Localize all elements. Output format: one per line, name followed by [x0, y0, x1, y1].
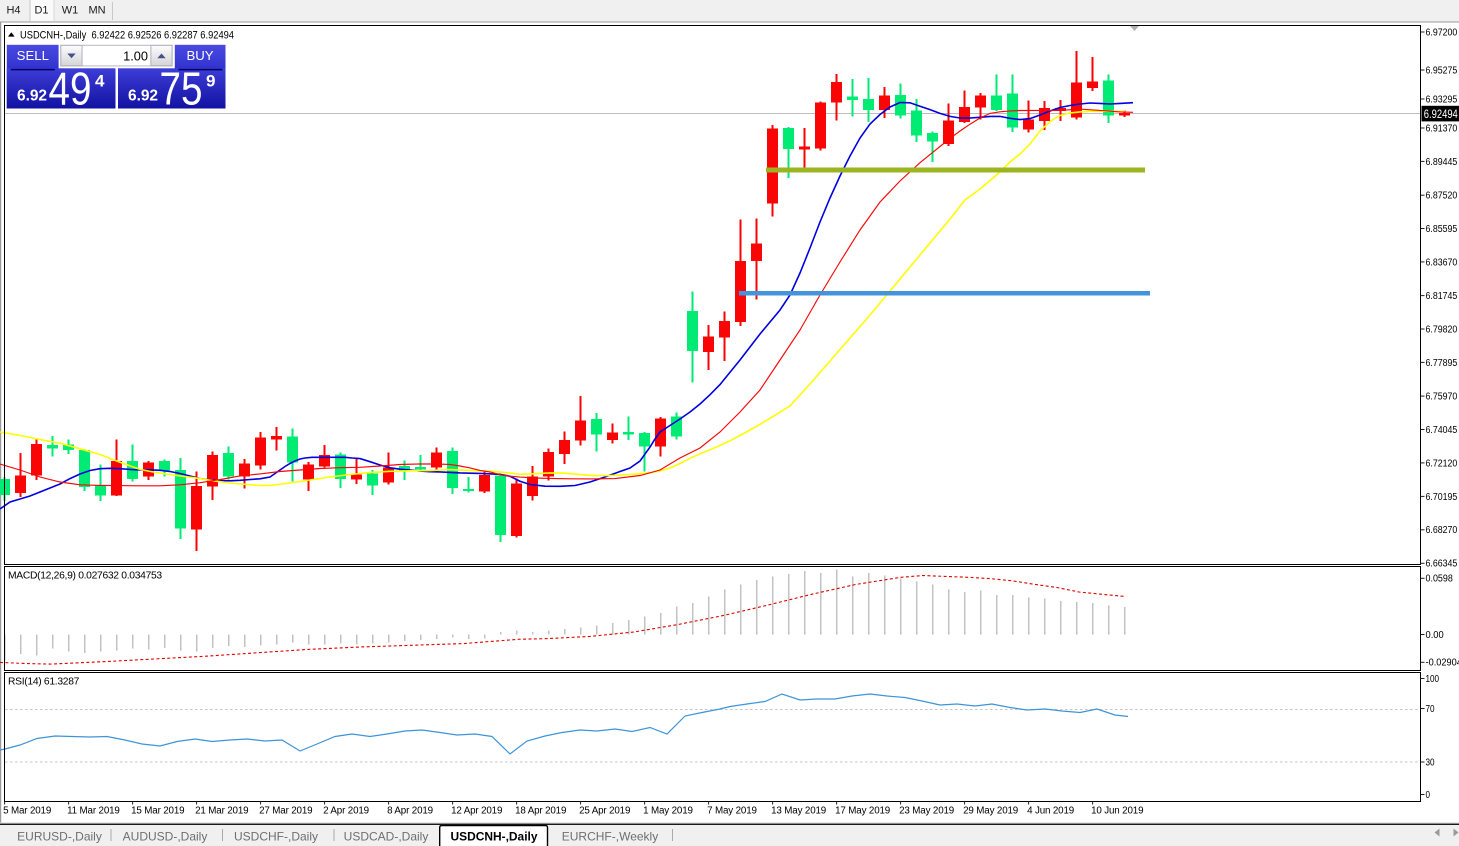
svg-text:6.89445: 6.89445 [1426, 157, 1458, 168]
svg-text:100: 100 [1426, 674, 1440, 685]
svg-text:10 Jun 2019: 10 Jun 2019 [1091, 806, 1143, 817]
svg-text:6.87520: 6.87520 [1426, 191, 1458, 202]
svg-text:1.00: 1.00 [123, 48, 148, 63]
svg-text:6.72120: 6.72120 [1426, 458, 1458, 469]
svg-text:9: 9 [206, 72, 215, 91]
svg-text:29 May 2019: 29 May 2019 [963, 806, 1018, 817]
svg-text:6.85595: 6.85595 [1426, 224, 1458, 235]
svg-text:49: 49 [49, 63, 92, 115]
svg-text:4 Jun 2019: 4 Jun 2019 [1027, 806, 1074, 817]
svg-text:15 Mar 2019: 15 Mar 2019 [131, 806, 184, 817]
svg-text:D1: D1 [34, 5, 48, 17]
svg-text:6.95275: 6.95275 [1426, 65, 1458, 76]
svg-text:1 May 2019: 1 May 2019 [643, 806, 693, 817]
svg-text:6.79820: 6.79820 [1426, 324, 1458, 335]
svg-text:6.68270: 6.68270 [1426, 525, 1458, 536]
svg-text:0.00: 0.00 [1426, 630, 1445, 641]
svg-text:11 Mar 2019: 11 Mar 2019 [67, 806, 120, 817]
svg-text:SELL: SELL [17, 48, 49, 63]
svg-text:RSI(14) 61.3287: RSI(14) 61.3287 [8, 676, 80, 687]
svg-text:2 Apr 2019: 2 Apr 2019 [323, 806, 369, 817]
svg-text:6.66345: 6.66345 [1426, 559, 1458, 570]
svg-text:MN: MN [88, 5, 105, 17]
svg-text:27 Mar 2019: 27 Mar 2019 [259, 806, 312, 817]
svg-text:AUDUSD-,Daily: AUDUSD-,Daily [123, 829, 208, 843]
svg-text:8 Apr 2019: 8 Apr 2019 [387, 806, 433, 817]
svg-text:6.74045: 6.74045 [1426, 425, 1458, 436]
svg-text:0: 0 [1426, 790, 1431, 801]
svg-text:4: 4 [95, 72, 105, 91]
svg-text:USDCHF-,Daily: USDCHF-,Daily [234, 829, 318, 843]
svg-text:6.91370: 6.91370 [1426, 123, 1458, 134]
svg-text:H4: H4 [6, 5, 20, 17]
svg-text:21 Mar 2019: 21 Mar 2019 [195, 806, 248, 817]
svg-text:23 May 2019: 23 May 2019 [899, 806, 954, 817]
svg-text:30: 30 [1426, 757, 1436, 768]
svg-text:6.75970: 6.75970 [1426, 392, 1458, 403]
svg-text:6.70195: 6.70195 [1426, 492, 1458, 503]
svg-text:-0.02904: -0.02904 [1426, 658, 1459, 669]
svg-text:BUY: BUY [186, 48, 213, 63]
svg-text:13 May 2019: 13 May 2019 [771, 806, 826, 817]
svg-text:12 Apr 2019: 12 Apr 2019 [451, 806, 502, 817]
svg-text:6.92494: 6.92494 [1424, 108, 1458, 121]
svg-text:7 May 2019: 7 May 2019 [707, 806, 757, 817]
svg-text:6.93295: 6.93295 [1426, 94, 1458, 105]
svg-text:17 May 2019: 17 May 2019 [835, 806, 890, 817]
svg-text:USDCAD-,Daily: USDCAD-,Daily [344, 829, 429, 843]
svg-text:6.83670: 6.83670 [1426, 257, 1458, 268]
svg-text:5 Mar 2019: 5 Mar 2019 [3, 806, 51, 817]
svg-text:USDCNH-,Daily: USDCNH-,Daily [451, 829, 538, 843]
svg-text:25 Apr 2019: 25 Apr 2019 [579, 806, 630, 817]
svg-text:6.81745: 6.81745 [1426, 291, 1458, 302]
svg-text:6.77895: 6.77895 [1426, 358, 1458, 369]
svg-text:MACD(12,26,9) 0.027632 0.03475: MACD(12,26,9) 0.027632 0.034753 [8, 571, 162, 582]
svg-text:EURUSD-,Daily: EURUSD-,Daily [17, 829, 102, 843]
svg-text:70: 70 [1426, 704, 1436, 715]
svg-text:18 Apr 2019: 18 Apr 2019 [515, 806, 566, 817]
svg-text:0.0598: 0.0598 [1426, 574, 1454, 585]
svg-text:75: 75 [160, 63, 203, 115]
svg-text:EURCHF-,Weekly: EURCHF-,Weekly [562, 829, 658, 843]
svg-text:6.97200: 6.97200 [1426, 27, 1458, 38]
svg-text:6.92: 6.92 [17, 88, 47, 105]
svg-text:W1: W1 [62, 5, 79, 17]
svg-text:USDCNH-,Daily 6.92422 6.92526: USDCNH-,Daily 6.92422 6.92526 6.92287 6.… [20, 30, 234, 42]
svg-text:6.92: 6.92 [128, 88, 158, 105]
